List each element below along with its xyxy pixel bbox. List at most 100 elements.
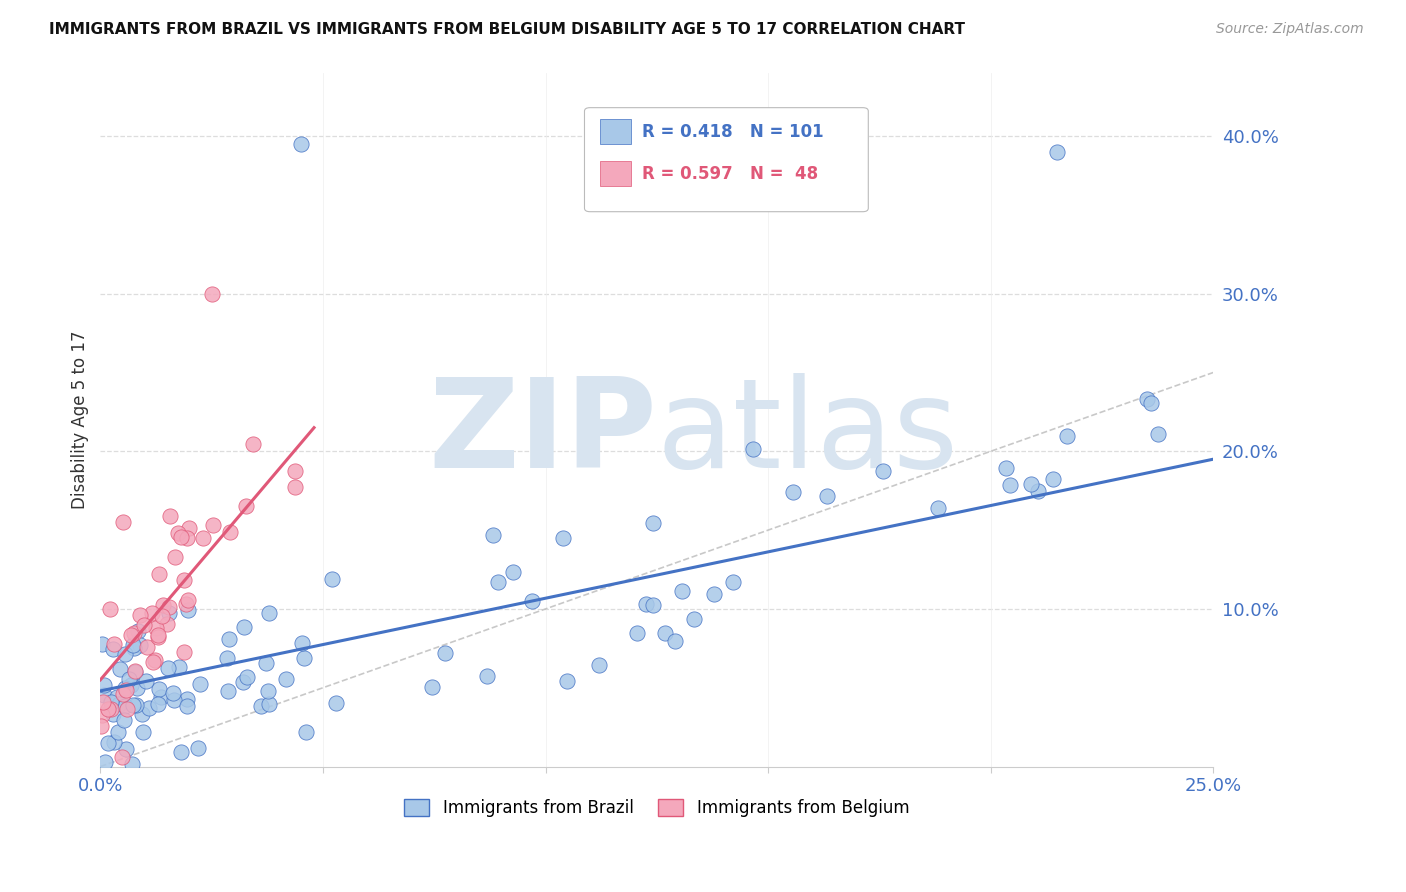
Point: [187, 741, 209, 756]
Point: [103, 637, 125, 651]
Point: [136, 640, 159, 655]
Point: [218, 632, 240, 647]
Point: [232, 674, 254, 689]
Point: [176, 691, 198, 706]
Point: [721, 574, 744, 589]
Point: [100, 702, 122, 716]
Point: [117, 701, 139, 715]
Point: [167, 526, 190, 541]
Point: [215, 650, 238, 665]
Text: atlas: atlas: [657, 373, 959, 494]
Point: [257, 606, 280, 620]
Point: [872, 465, 894, 479]
Point: [134, 618, 156, 632]
Point: [142, 655, 165, 669]
Point: [641, 598, 664, 612]
Y-axis label: Disability Age 5 to 17: Disability Age 5 to 17: [72, 331, 89, 509]
Point: [132, 725, 155, 739]
Point: [235, 499, 257, 513]
Point: [284, 464, 307, 478]
Point: [502, 565, 524, 579]
Point: [201, 517, 224, 532]
Point: [127, 624, 149, 638]
Point: [242, 436, 264, 450]
Point: [588, 658, 610, 673]
Text: R = 0.597   N =  48: R = 0.597 N = 48: [643, 164, 818, 183]
Point: [257, 683, 280, 698]
Point: [97, 702, 120, 716]
Point: [636, 597, 658, 611]
Point: [1147, 427, 1170, 442]
Point: [190, 677, 212, 691]
Point: [125, 698, 148, 712]
Point: [115, 741, 138, 756]
Point: [101, 642, 124, 657]
Point: [994, 461, 1017, 475]
Point: [1026, 483, 1049, 498]
Point: [292, 651, 315, 665]
Point: [146, 630, 169, 644]
Point: [124, 665, 146, 679]
Point: [122, 640, 145, 655]
Point: [422, 680, 444, 694]
Point: [284, 480, 307, 494]
Point: [641, 516, 664, 531]
Point: [143, 653, 166, 667]
Point: [219, 524, 242, 539]
Point: [159, 509, 181, 524]
Point: [97, 736, 120, 750]
Point: [112, 713, 135, 727]
Point: [110, 662, 132, 676]
Text: ZIP: ZIP: [427, 373, 657, 494]
Point: [257, 697, 280, 711]
Point: [235, 670, 257, 684]
Point: [173, 645, 195, 659]
Point: [162, 686, 184, 700]
Point: [927, 500, 949, 515]
Point: [157, 607, 180, 621]
Point: [93, 678, 115, 692]
Point: [156, 616, 179, 631]
Point: [146, 628, 169, 642]
Point: [522, 594, 544, 608]
Point: [114, 647, 136, 661]
Point: [127, 681, 149, 696]
Point: [157, 600, 180, 615]
Point: [150, 609, 173, 624]
Point: [165, 550, 187, 565]
Point: [146, 697, 169, 711]
Point: [434, 647, 457, 661]
Point: [249, 698, 271, 713]
Point: [1019, 477, 1042, 491]
Point: [782, 484, 804, 499]
Point: [107, 725, 129, 739]
Point: [294, 725, 316, 739]
Point: [157, 661, 180, 675]
Point: [107, 697, 129, 711]
Point: [177, 592, 200, 607]
Point: [114, 681, 136, 695]
Point: [122, 638, 145, 652]
Point: [120, 628, 142, 642]
Point: [152, 599, 174, 613]
Point: [477, 668, 499, 682]
FancyBboxPatch shape: [600, 161, 631, 186]
Point: [626, 626, 648, 640]
Point: [815, 489, 838, 503]
Point: [170, 530, 193, 544]
Point: [93, 688, 115, 702]
Point: [103, 735, 125, 749]
Point: [111, 750, 134, 764]
Point: [101, 706, 124, 721]
Point: [217, 684, 239, 698]
Point: [683, 612, 706, 626]
Point: [98, 601, 121, 615]
Text: R = 0.418   N = 101: R = 0.418 N = 101: [643, 123, 824, 141]
FancyBboxPatch shape: [600, 120, 631, 145]
Point: [233, 620, 256, 634]
Point: [120, 678, 142, 692]
Point: [124, 625, 146, 640]
Point: [90, 719, 112, 733]
Point: [654, 625, 676, 640]
Point: [553, 531, 575, 545]
